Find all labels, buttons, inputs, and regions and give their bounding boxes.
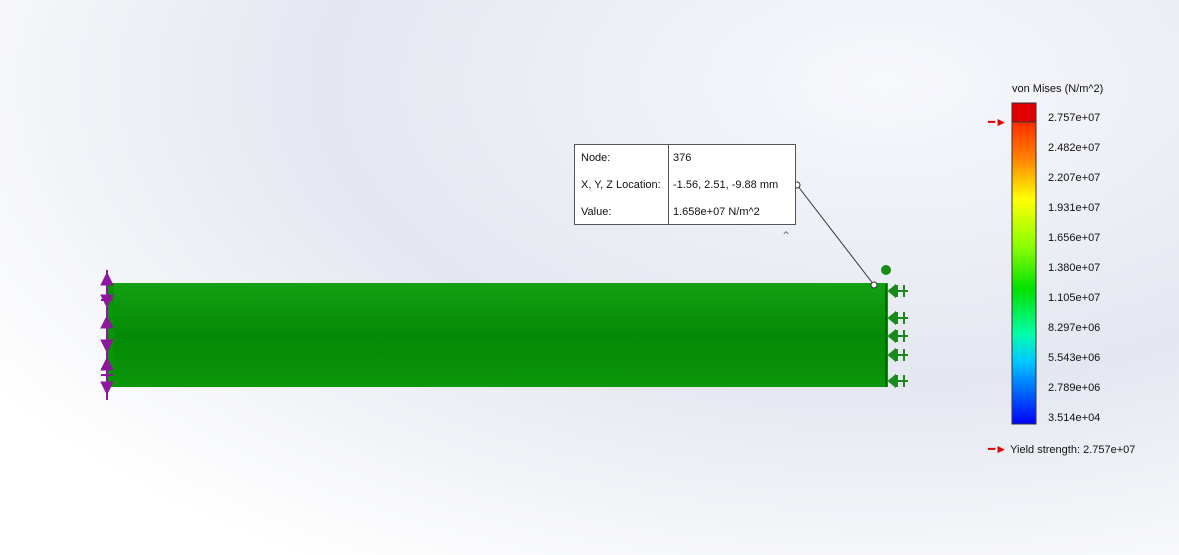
legend-tick-label: 2.482e+07 xyxy=(1048,142,1101,154)
probe-leader-line xyxy=(796,184,875,286)
fixed-restraint-icon[interactable] xyxy=(100,270,114,400)
probe-row-value: Value: 1.658e+07 N/m^2 xyxy=(575,199,795,226)
legend-tick-label: 2.757e+07 xyxy=(1048,112,1101,124)
legend-tick-label: 3.514e+04 xyxy=(1048,412,1101,424)
yield-arrow-icon: ━► xyxy=(988,442,1008,456)
beam-left-face xyxy=(108,283,114,387)
probe-node-value: 376 xyxy=(673,152,692,164)
legend-tick-label: 1.931e+07 xyxy=(1048,202,1101,214)
legend-title: von Mises (N/m^2) xyxy=(1012,83,1104,95)
probe-divider xyxy=(668,145,669,224)
legend-tick-label: 2.789e+06 xyxy=(1048,382,1101,394)
probe-value-label: Value: xyxy=(581,206,612,218)
probe-location-label: X, Y, Z Location: xyxy=(581,179,661,191)
beam-body[interactable] xyxy=(108,283,888,387)
force-arrow-icon[interactable] xyxy=(881,265,908,389)
legend-tick-label: 1.380e+07 xyxy=(1048,262,1101,274)
legend-max-band xyxy=(1011,102,1037,123)
probe-row-location: X, Y, Z Location: -1.56, 2.51, -9.88 mm xyxy=(575,172,795,199)
legend-tick-label: 2.207e+07 xyxy=(1048,172,1101,184)
yield-strength-text: Yield strength: 2.757e+07 xyxy=(1010,444,1136,456)
chevron-up-icon[interactable]: ⌃ xyxy=(781,229,792,243)
legend-tick-label: 8.297e+06 xyxy=(1048,322,1101,334)
probe-value-value: 1.658e+07 N/m^2 xyxy=(673,206,760,218)
probe-location-value: -1.56, 2.51, -9.88 mm xyxy=(673,179,779,191)
probe-result-box[interactable]: Node: 376 X, Y, Z Location: -1.56, 2.51,… xyxy=(574,144,796,225)
legend-tick-label: 1.656e+07 xyxy=(1048,232,1101,244)
legend-tick-label: 1.105e+07 xyxy=(1048,292,1101,304)
probe-node-label: Node: xyxy=(581,152,611,164)
max-marker-arrow-icon: ━► xyxy=(988,115,1008,129)
legend-tick-label: 5.543e+06 xyxy=(1048,352,1101,364)
probe-row-node: Node: 376 xyxy=(575,145,795,172)
legend-color-bar xyxy=(1011,102,1037,425)
probe-node-point[interactable] xyxy=(870,281,878,289)
yield-strength-label: ━► Yield strength: 2.757e+07 xyxy=(988,442,1135,456)
